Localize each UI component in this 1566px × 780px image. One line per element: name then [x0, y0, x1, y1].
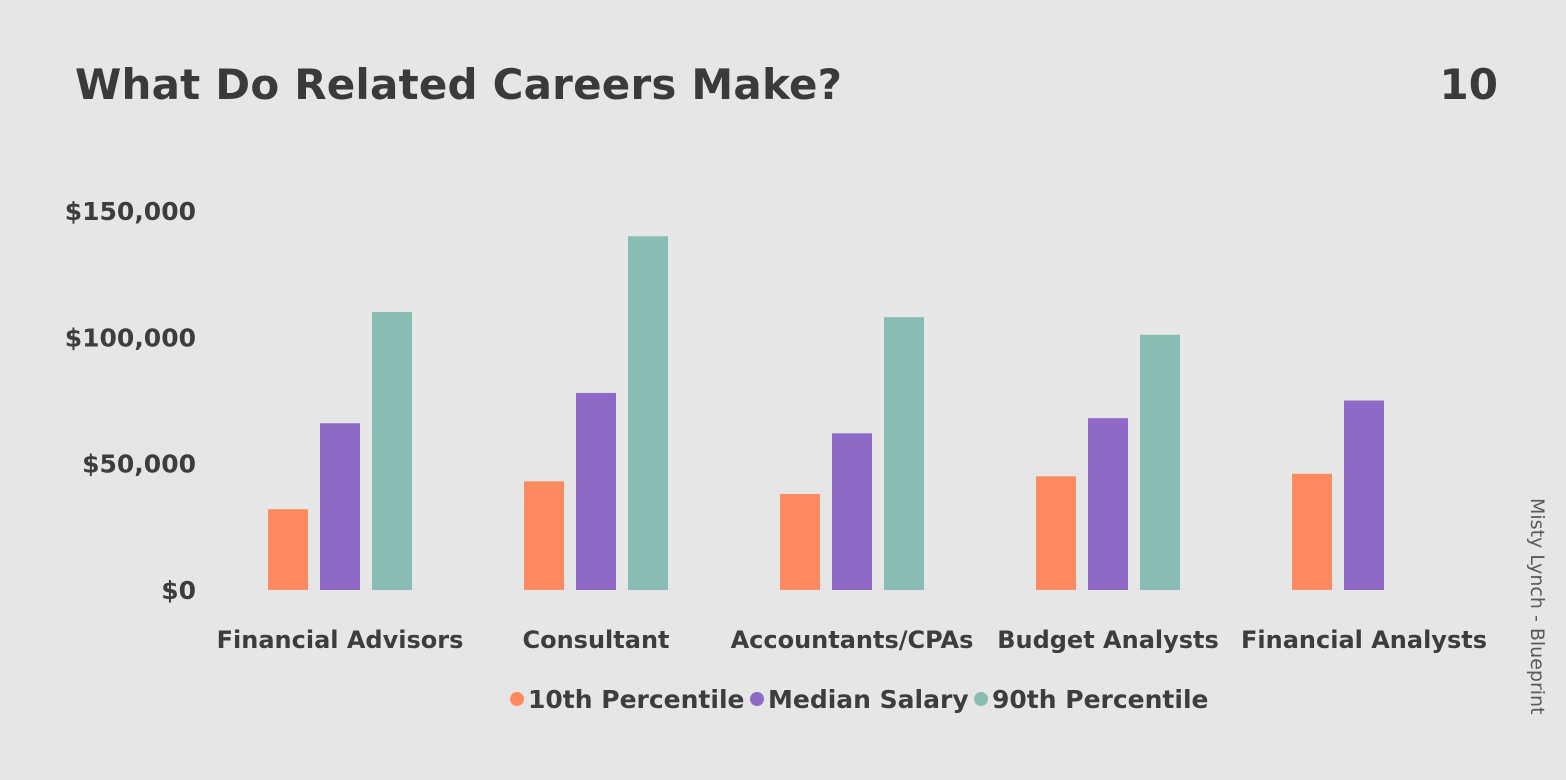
x-axis: Financial Advisors Consultant Accountants/…	[217, 626, 1487, 654]
x-category-label: Financial Advisors	[217, 626, 464, 654]
bar	[1292, 473, 1332, 590]
page-number: 10	[1439, 60, 1498, 109]
page-title: What Do Related Careers Make?	[75, 60, 843, 109]
legend-label: Median Salary	[768, 685, 969, 714]
bar	[832, 433, 872, 590]
legend-label: 10th Percentile	[528, 685, 744, 714]
bar	[1140, 334, 1180, 590]
bar	[1088, 418, 1128, 590]
y-tick-label: $100,000	[65, 323, 196, 352]
legend-label: 90th Percentile	[992, 685, 1208, 714]
legend: 10th Percentile Median Salary 90th Percent…	[510, 685, 1208, 714]
bar	[524, 481, 564, 590]
y-tick-label: $150,000	[65, 197, 196, 226]
bar	[780, 493, 820, 590]
legend-swatch	[510, 692, 524, 706]
x-category-label: Financial Analysts	[1241, 626, 1487, 654]
bar	[372, 312, 412, 590]
y-axis: $0 $50,000 $100,000 $150,000	[65, 197, 196, 605]
x-category-label: Budget Analysts	[997, 626, 1219, 654]
x-category-label: Consultant	[522, 626, 669, 654]
bar	[884, 317, 924, 590]
bar	[628, 236, 668, 590]
bar	[576, 392, 616, 590]
bars	[268, 236, 1384, 590]
bar	[320, 423, 360, 590]
bar	[1344, 400, 1384, 590]
y-tick-label: $50,000	[82, 450, 196, 479]
bar	[1036, 476, 1076, 590]
y-tick-label: $0	[161, 576, 196, 605]
x-category-label: Accountants/CPAs	[731, 626, 974, 654]
bar	[268, 509, 308, 590]
legend-swatch	[750, 692, 764, 706]
legend-swatch	[974, 692, 988, 706]
